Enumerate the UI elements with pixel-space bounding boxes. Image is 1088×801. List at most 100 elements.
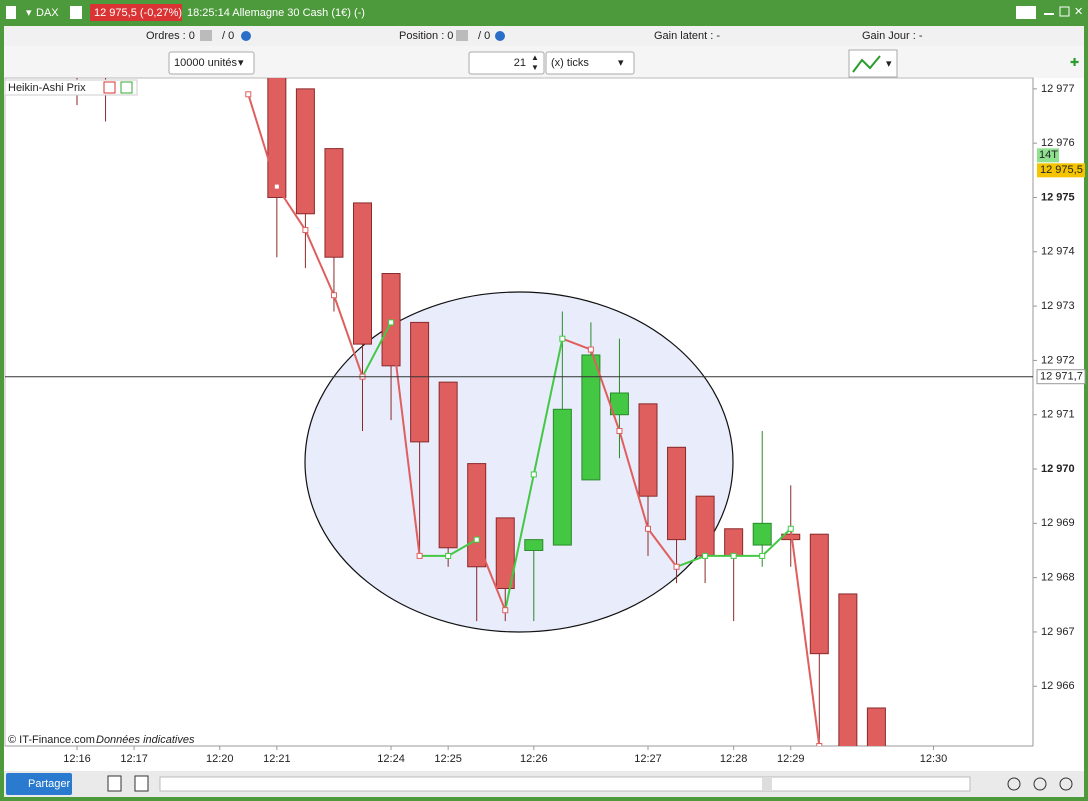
- price-badge-bg: [90, 4, 182, 21]
- dropdown-arrow[interactable]: ▾: [26, 7, 32, 19]
- last-price-label: 12 975,5: [1040, 164, 1083, 176]
- candle-body: [809, 533, 829, 655]
- x-tick-label: 12:30: [920, 753, 948, 765]
- price-line-segment: [447, 538, 478, 557]
- minimize-button[interactable]: [1044, 13, 1054, 15]
- price-point: [530, 471, 537, 478]
- legend: Heikin-Ashi Prix: [8, 82, 86, 94]
- gain-jour: Gain Jour : -: [862, 30, 923, 42]
- title-bar: [4, 0, 1084, 26]
- price-line-segment: [789, 528, 821, 746]
- orders-pending: / 0: [222, 30, 234, 42]
- symbol[interactable]: DAX: [36, 7, 59, 19]
- price-point: [273, 183, 280, 190]
- x-tick-label: 12:25: [434, 753, 462, 765]
- price-point: [702, 552, 709, 559]
- y-tick-label: 12 969: [1041, 517, 1075, 529]
- price-line-segment: [390, 322, 421, 557]
- y-tick-label: 12 976: [1041, 137, 1075, 149]
- ticks-unit-dropdown[interactable]: [545, 51, 635, 75]
- orders-icon[interactable]: [200, 30, 212, 41]
- price-line-segment: [504, 474, 535, 611]
- tick-badge: 14T: [1039, 149, 1058, 161]
- y-tick-label: 12 972: [1041, 354, 1075, 366]
- price-line-segment: [276, 186, 307, 231]
- price-point: [645, 525, 651, 532]
- y-tick-label: 12 968: [1041, 572, 1075, 584]
- price-line-segment: [304, 229, 335, 296]
- candle-body: [324, 148, 344, 258]
- zoom-fit[interactable]: [1007, 777, 1021, 791]
- candle-body: [353, 202, 372, 345]
- spin-up[interactable]: ▲: [531, 53, 539, 62]
- y-tick-label: 12 966: [1041, 680, 1075, 692]
- price-point: [673, 563, 680, 570]
- zoom-in[interactable]: [1059, 777, 1073, 791]
- candle-body: [467, 463, 487, 568]
- app-icon[interactable]: [6, 6, 16, 19]
- price-line-segment: [532, 338, 564, 475]
- price-line-segment: [647, 528, 678, 568]
- candle-body: [438, 381, 458, 549]
- price-line-segment: [618, 430, 649, 530]
- price-point: [245, 91, 252, 98]
- instrument-description: 18:25:14 Allemagne 30 Cash (1€) (-): [187, 7, 365, 19]
- notice: Données indicatives: [96, 734, 195, 746]
- info-bar: [4, 26, 1084, 46]
- quantity-dropdown[interactable]: [168, 51, 255, 75]
- price-point: [302, 227, 309, 234]
- ticks-input[interactable]: [468, 51, 545, 75]
- cursor-label: 12 971,7: [1040, 371, 1083, 383]
- candle-body: [695, 495, 715, 557]
- x-tick-label: 12:29: [777, 753, 805, 765]
- price-point: [616, 428, 623, 435]
- candle-body: [838, 593, 858, 746]
- scroll-thumb[interactable]: [762, 778, 772, 790]
- y-tick-label: 12 967: [1041, 626, 1075, 638]
- y-tick-label: 12 975: [1041, 191, 1075, 203]
- chart-type-arrow: ▾: [886, 58, 892, 70]
- position-icon[interactable]: [456, 30, 468, 41]
- scrollbar[interactable]: [159, 776, 971, 792]
- tool-2[interactable]: [134, 775, 149, 792]
- candle-body: [495, 517, 515, 590]
- zoom-out[interactable]: [1033, 777, 1047, 791]
- price-line-segment: [475, 539, 507, 611]
- info-icon[interactable]: [70, 6, 82, 19]
- legend-add[interactable]: [120, 81, 133, 94]
- side-icon[interactable]: ✚: [1070, 57, 1079, 69]
- x-tick-label: 12:20: [206, 753, 234, 765]
- price-point: [759, 552, 766, 559]
- candle-body: [724, 528, 744, 557]
- price-point: [559, 335, 566, 342]
- tool-1[interactable]: [107, 775, 122, 792]
- copyright: © IT-Finance.com: [8, 734, 95, 746]
- close-button[interactable]: ✕: [1074, 6, 1083, 18]
- spin-down[interactable]: ▼: [531, 63, 539, 72]
- maximize-button[interactable]: [1059, 6, 1070, 17]
- price-line-segment: [333, 294, 364, 378]
- price-line-segment: [247, 93, 278, 187]
- x-tick-label: 12:16: [63, 753, 91, 765]
- candle-body: [638, 403, 658, 497]
- orders-settings[interactable]: [241, 31, 251, 41]
- share-button[interactable]: [6, 773, 72, 795]
- share-label: Partager: [28, 778, 71, 790]
- ticks-value: 21: [514, 57, 526, 69]
- position-settings[interactable]: [495, 31, 505, 41]
- candle-body: [866, 707, 886, 746]
- keyboard-icon[interactable]: [1016, 6, 1036, 19]
- orders: Ordres : 0: [146, 30, 195, 42]
- price-line-segment: [761, 528, 792, 557]
- x-tick-label: 12:26: [520, 753, 548, 765]
- candle-body: [752, 522, 772, 546]
- x-tick-label: 12:27: [634, 753, 662, 765]
- y-tick-label: 12 977: [1041, 83, 1075, 95]
- legend-remove[interactable]: [103, 81, 116, 94]
- price-point: [787, 525, 794, 532]
- position-pending: / 0: [478, 30, 490, 42]
- y-tick-label: 12 973: [1041, 300, 1075, 312]
- price-line-segment: [676, 554, 706, 568]
